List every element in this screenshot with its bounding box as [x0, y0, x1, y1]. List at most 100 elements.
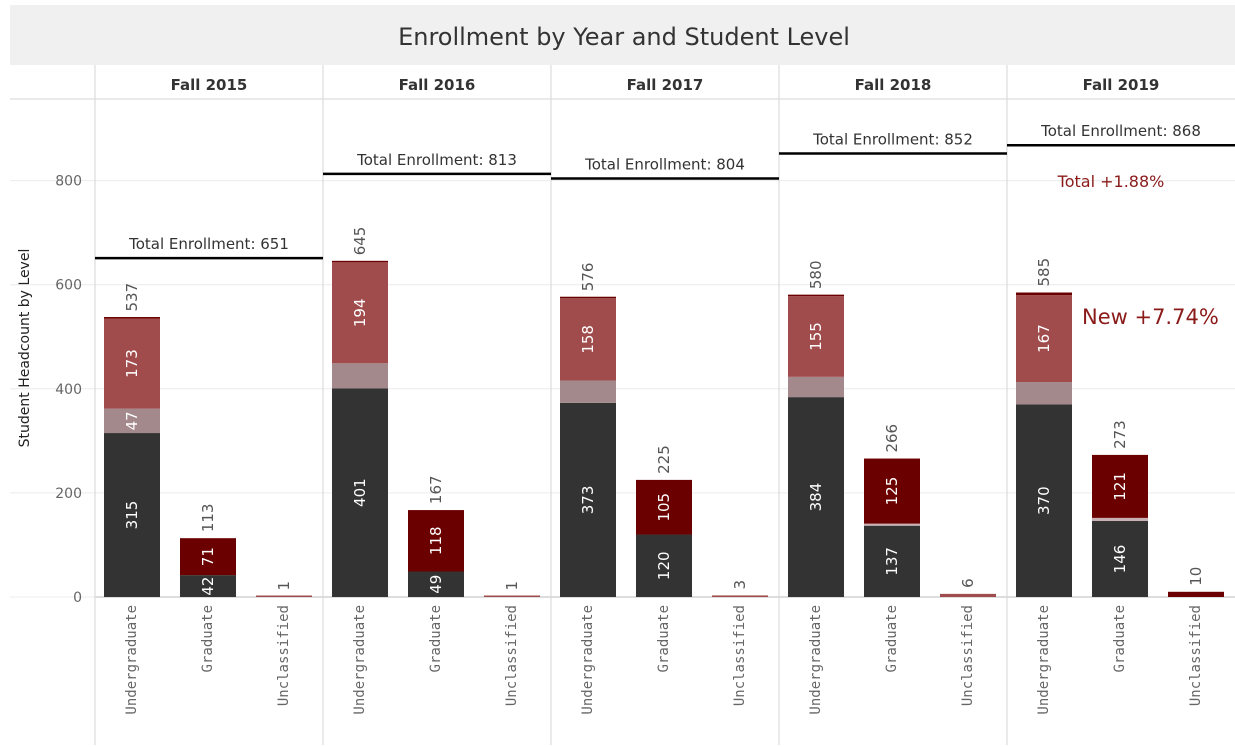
panel-headers: Fall 2015 Fall 2016 Fall 2017 Fall 2018 Fall…: [171, 76, 1160, 94]
category-label: Unclassified: [504, 605, 520, 706]
bar-total-label: 585: [1035, 258, 1053, 287]
bar-segment: [864, 525, 920, 597]
bar-segment: [940, 593, 996, 597]
bar-total-label: 6: [959, 578, 977, 588]
y-tick-label: 800: [55, 174, 82, 190]
y-tick-label: 600: [55, 278, 82, 294]
segment-value-label: 158: [579, 325, 597, 354]
bar-segment: [104, 317, 160, 319]
bar-total-label: 113: [199, 504, 217, 533]
total-enrollment-lines: Total Enrollment: 651 Total Enrollment: 8…: [95, 122, 1235, 260]
category-label: Unclassified: [732, 605, 748, 706]
bar-segment: [332, 388, 388, 597]
bar-segment: [256, 595, 312, 597]
segment-value-label: 137: [883, 547, 901, 576]
bar-segment: [1016, 382, 1072, 405]
category-label: Graduate: [1112, 605, 1128, 672]
segment-value-label: 125: [883, 477, 901, 506]
bar-segment: [1092, 454, 1148, 518]
category-label: Unclassified: [960, 605, 976, 706]
annotations: Total +1.88% New +7.74%: [1057, 172, 1219, 329]
segment-value-label: 49: [427, 575, 445, 594]
bar-segment: [1092, 517, 1148, 522]
panel-header: Fall 2016: [399, 76, 476, 94]
bar-segment: [788, 376, 844, 398]
y-axis-label: Student Headcount by Level: [17, 249, 33, 448]
segment-value-label: 146: [1111, 545, 1129, 574]
bar-segment: [1016, 292, 1072, 296]
bar-segment: [788, 296, 844, 377]
bar-segments: [104, 260, 1224, 597]
total-enrollment-label: Total Enrollment: 813: [356, 151, 517, 169]
bar-segment: [864, 523, 920, 526]
bar-segment: [180, 538, 236, 576]
bar-total-label: 1: [275, 581, 293, 591]
category-label: Graduate: [200, 605, 216, 672]
category-label: Undergraduate: [808, 605, 824, 715]
segment-value-label: 173: [123, 349, 141, 378]
data-labels: 3154717353742711131401194645491181671373…: [123, 227, 1205, 596]
category-label: Graduate: [884, 605, 900, 672]
bar-segment: [788, 294, 844, 297]
bar-total-label: 576: [579, 263, 597, 292]
bar-segment: [1016, 404, 1072, 597]
segment-value-label: 47: [123, 411, 141, 430]
category-label: Undergraduate: [352, 605, 368, 715]
panel-header: Fall 2019: [1083, 76, 1160, 94]
segment-value-label: 71: [199, 547, 217, 566]
bar-segment: [560, 402, 616, 597]
bar-total-label: 645: [351, 227, 369, 256]
bar-segment: [408, 571, 464, 597]
bar-segment: [864, 458, 920, 524]
segment-value-label: 42: [199, 577, 217, 596]
bar-segment: [560, 298, 616, 381]
category-label: Unclassified: [276, 605, 292, 706]
bar-segment: [1016, 295, 1072, 383]
total-enrollment-label: Total Enrollment: 868: [1040, 122, 1201, 140]
bar-total-label: 167: [427, 475, 445, 504]
category-label: Undergraduate: [124, 605, 140, 715]
panel-header: Fall 2015: [171, 76, 248, 94]
bar-segment: [104, 318, 160, 409]
bar-segment: [560, 296, 616, 299]
y-tick-label: 0: [73, 590, 82, 606]
category-label: Undergraduate: [580, 605, 596, 715]
segment-value-label: 384: [807, 483, 825, 512]
segment-value-label: 120: [655, 551, 673, 580]
new-change-annotation: New +7.74%: [1082, 305, 1219, 329]
y-tick-label: 200: [55, 486, 82, 502]
segment-value-label: 121: [1111, 472, 1129, 501]
bar-segment: [332, 260, 388, 263]
title-band: [10, 5, 1235, 65]
bar-segment: [560, 380, 616, 403]
y-axis-ticks: 0 200 400 600 800: [55, 174, 82, 606]
y-tick-label: 400: [55, 382, 82, 398]
bar-segment: [332, 363, 388, 389]
bar-total-label: 273: [1111, 420, 1129, 449]
bar-segment: [104, 408, 160, 434]
segment-value-label: 401: [351, 478, 369, 507]
bar-segment: [408, 510, 464, 572]
bar-total-label: 10: [1187, 567, 1205, 586]
segment-value-label: 370: [1035, 486, 1053, 515]
category-label: Undergraduate: [1036, 605, 1052, 715]
panel-header: Fall 2018: [855, 76, 932, 94]
bar-segment: [484, 595, 540, 597]
bar-segment: [180, 575, 236, 597]
chart-title: Enrollment by Year and Student Level: [398, 23, 850, 51]
bar-segment: [636, 479, 692, 535]
bar-segment: [1092, 521, 1148, 597]
total-enrollment-label: Total Enrollment: 804: [584, 156, 745, 174]
panel-header: Fall 2017: [627, 76, 704, 94]
bar-total-label: 1: [503, 581, 521, 591]
category-label: Graduate: [656, 605, 672, 672]
bar-segment: [636, 534, 692, 597]
total-enrollment-label: Total Enrollment: 651: [128, 235, 289, 253]
bar-total-label: 3: [731, 580, 749, 590]
bar-total-label: 266: [883, 424, 901, 453]
bar-total-label: 580: [807, 260, 825, 289]
segment-value-label: 194: [351, 298, 369, 327]
segment-value-label: 155: [807, 322, 825, 351]
segment-value-label: 105: [655, 493, 673, 522]
